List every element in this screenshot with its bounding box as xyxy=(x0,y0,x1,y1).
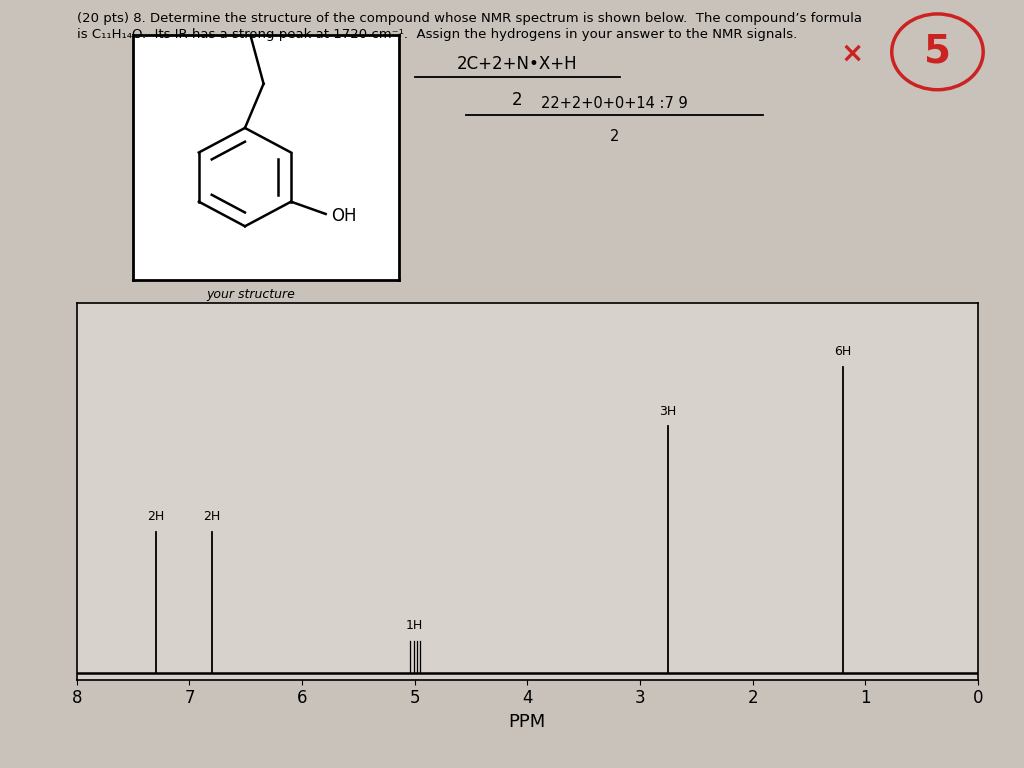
Text: is C₁₁H₁₄O.  Its IR has a strong peak at 1720 cm⁻¹.  Assign the hydrogens in you: is C₁₁H₁₄O. Its IR has a strong peak at … xyxy=(77,28,797,41)
Text: 6H: 6H xyxy=(835,345,851,358)
Text: 5: 5 xyxy=(924,33,951,71)
Text: OH: OH xyxy=(331,207,356,226)
Text: ×: × xyxy=(841,40,863,68)
Text: 2H: 2H xyxy=(147,510,164,523)
X-axis label: PPM: PPM xyxy=(509,713,546,731)
Text: 3H: 3H xyxy=(659,405,677,418)
Text: 22+2+0+0+14 :7 9: 22+2+0+0+14 :7 9 xyxy=(541,96,688,111)
Text: 2: 2 xyxy=(609,129,620,144)
Text: 2: 2 xyxy=(512,91,522,108)
Text: (20 pts) 8. Determine the structure of the compound whose NMR spectrum is shown : (20 pts) 8. Determine the structure of t… xyxy=(77,12,862,25)
Text: your structure: your structure xyxy=(207,288,295,301)
Text: 2C+2+N•X+H: 2C+2+N•X+H xyxy=(457,55,578,73)
Text: 1H: 1H xyxy=(407,619,423,632)
Text: 2H: 2H xyxy=(204,510,220,523)
